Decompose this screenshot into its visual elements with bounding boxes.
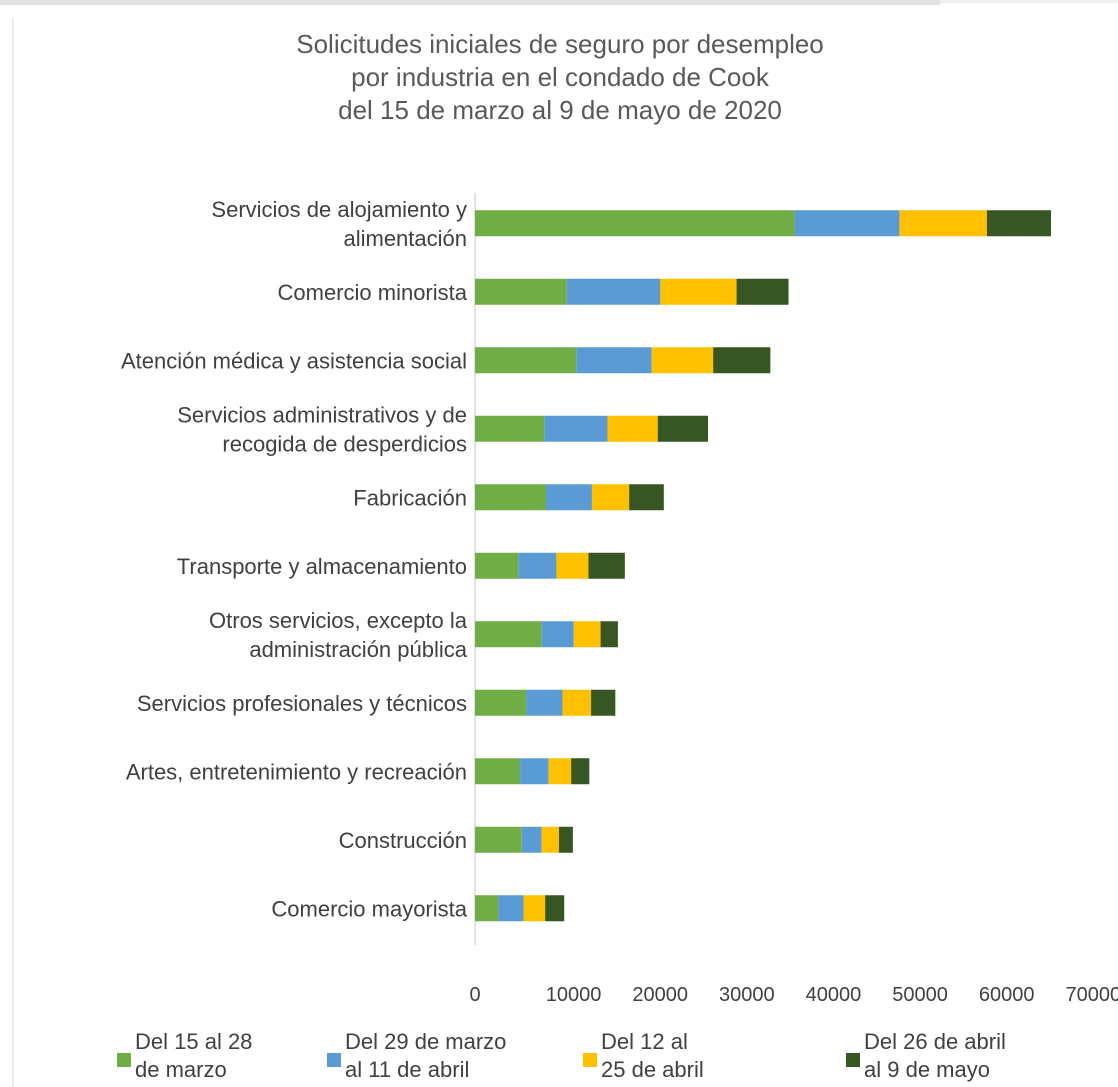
left-frame-line — [12, 18, 14, 1087]
bar-segment-8-series-1 — [475, 689, 527, 716]
category-label-7-line-1: Otros servicios, excepto la — [209, 608, 468, 633]
chart-title-line-2: por industria en el condado de Cook — [351, 62, 769, 92]
chart-title-line-1: Solicitudes iniciales de seguro por dese… — [296, 29, 824, 59]
category-label-2: Comercio minorista — [278, 280, 468, 305]
top-frame-line-right — [940, 0, 1118, 3]
bar-segment-5-series-4 — [629, 484, 664, 511]
bar-segment-5-series-2 — [546, 484, 592, 511]
bar-segment-9-series-3 — [548, 758, 572, 785]
bar-segment-3-series-4 — [713, 347, 771, 374]
legend-label-series-4: Del 26 de abril al 9 de mayo — [864, 1029, 1006, 1082]
category-label-11: Comercio mayorista — [271, 896, 467, 921]
bar-segment-8-series-4 — [591, 689, 616, 716]
x-tick-label-10000: 10000 — [546, 984, 602, 1006]
bar-segment-6-series-2 — [518, 552, 557, 579]
bar-segment-1-series-2 — [794, 210, 900, 237]
x-tick-label-50000: 50000 — [892, 984, 948, 1006]
bar-segment-4-series-1 — [475, 415, 545, 442]
legend-swatch-series-4 — [846, 1053, 860, 1067]
category-label-6: Transporte y almacenamiento — [177, 554, 467, 579]
top-frame-line — [0, 0, 940, 5]
legend-swatch-series-1 — [117, 1053, 131, 1067]
bar-segment-11-series-1 — [475, 895, 499, 922]
chart-legend: Del 15 al 28 de marzo Del 29 de marzo al … — [0, 1028, 1118, 1087]
bar-segment-2-series-3 — [660, 278, 737, 305]
x-tick-label-40000: 40000 — [806, 984, 862, 1006]
category-label-8: Servicios profesionales y técnicos — [137, 691, 467, 716]
category-label-3: Atención médica y asistencia social — [121, 348, 467, 373]
bar-segment-7-series-1 — [475, 621, 542, 648]
bar-segment-6-series-3 — [556, 552, 589, 579]
x-tick-label-70000: 70000 — [1065, 984, 1118, 1006]
bar-segment-1-series-3 — [899, 210, 987, 237]
x-tick-label-20000: 20000 — [632, 984, 688, 1006]
bar-segment-10-series-2 — [521, 826, 542, 853]
bar-segment-2-series-2 — [566, 278, 661, 305]
bar-segment-10-series-4 — [559, 826, 573, 853]
legend-label-series-3: Del 12 al 25 de abril — [601, 1029, 704, 1082]
category-label-4-line-2: recogida de desperdicios — [222, 431, 467, 456]
legend-label-series-2: Del 29 de marzo al 11 de abril — [345, 1029, 507, 1082]
bar-segment-1-series-1 — [475, 210, 795, 237]
legend-item-series-1: Del 15 al 28 de marzo — [117, 1028, 252, 1084]
x-tick-label-0: 0 — [469, 984, 480, 1006]
bar-segment-2-series-4 — [736, 278, 789, 305]
legend-item-series-3: Del 12 al 25 de abril — [583, 1028, 704, 1084]
bar-segment-9-series-1 — [475, 758, 521, 785]
bar-segment-10-series-1 — [475, 826, 522, 853]
bar-segment-3-series-2 — [576, 347, 652, 374]
legend-item-series-4: Del 26 de abril al 9 de mayo — [846, 1028, 1006, 1084]
legend-swatch-series-2 — [327, 1053, 341, 1067]
category-label-1-line-1: Servicios de alojamiento y — [211, 197, 467, 222]
bar-segment-7-series-4 — [600, 621, 618, 648]
bar-segment-5-series-1 — [475, 484, 547, 511]
bar-segment-11-series-3 — [523, 895, 546, 922]
bar-segment-9-series-2 — [520, 758, 549, 785]
bar-segment-4-series-2 — [544, 415, 608, 442]
bar-segment-10-series-3 — [541, 826, 560, 853]
bar-segment-6-series-1 — [475, 552, 519, 579]
category-label-4-line-1: Servicios administrativos y de — [177, 402, 467, 427]
bar-segment-5-series-3 — [591, 484, 630, 511]
legend-item-series-2: Del 29 de marzo al 11 de abril — [327, 1028, 506, 1084]
chart-title: Solicitudes iniciales de seguro por dese… — [180, 28, 940, 127]
bar-segment-2-series-1 — [475, 278, 567, 305]
category-label-7-line-2: administración pública — [249, 637, 467, 662]
bar-segment-11-series-2 — [498, 895, 524, 922]
bar-segment-3-series-1 — [475, 347, 577, 374]
bar-segment-8-series-2 — [526, 689, 563, 716]
bar-segment-1-series-4 — [986, 210, 1051, 237]
chart-title-line-3: del 15 de marzo al 9 de mayo de 2020 — [338, 95, 782, 125]
category-label-1-line-2: alimentación — [343, 226, 467, 251]
x-tick-label-60000: 60000 — [979, 984, 1035, 1006]
bar-segment-9-series-4 — [571, 758, 590, 785]
category-label-9: Artes, entretenimiento y recreación — [126, 759, 467, 784]
bar-segment-8-series-3 — [562, 689, 592, 716]
category-label-5: Fabricación — [353, 485, 467, 510]
bar-segment-4-series-4 — [657, 415, 708, 442]
legend-swatch-series-3 — [583, 1053, 597, 1067]
bar-segment-7-series-2 — [541, 621, 574, 648]
bar-segment-3-series-3 — [651, 347, 714, 374]
bar-segment-6-series-4 — [588, 552, 625, 579]
x-tick-label-30000: 30000 — [719, 984, 775, 1006]
bar-segment-11-series-4 — [545, 895, 565, 922]
bar-segment-4-series-3 — [607, 415, 658, 442]
category-label-10: Construcción — [339, 828, 467, 853]
legend-label-series-1: Del 15 al 28 de marzo — [135, 1029, 253, 1082]
bar-segment-7-series-3 — [573, 621, 601, 648]
